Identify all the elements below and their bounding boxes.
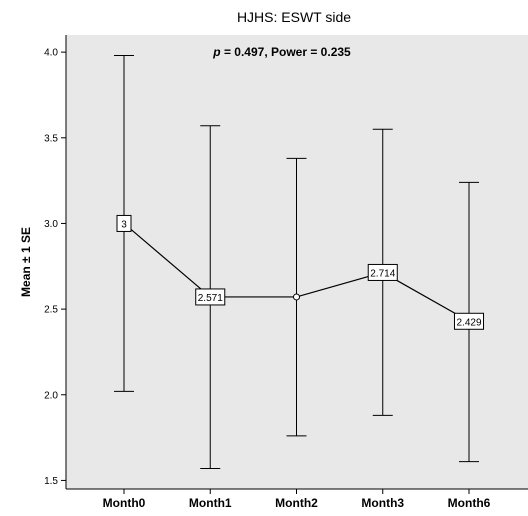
data-point <box>293 293 300 301</box>
data-label-box <box>116 214 132 232</box>
data-label-box <box>195 288 226 306</box>
x-tick-label: Month0 <box>103 496 146 510</box>
y-tick-label: 4.0 <box>44 48 58 59</box>
data-label: 2.714 <box>367 263 398 281</box>
y-axis-label: Mean ± 1 SE <box>19 227 33 297</box>
axes: 1.5 2.0 2.5 3.0 3.5 4.0 Month0 Month1 Month2 Mont… <box>44 35 528 510</box>
p-symbol: p <box>212 45 220 59</box>
x-tick-label: Month6 <box>448 496 491 510</box>
data-label-text: 2.429 <box>456 317 481 328</box>
chart-title: HJHS: ESWT side <box>237 9 351 25</box>
y-tick-label: 1.5 <box>44 476 58 487</box>
data-label: 2.429 <box>453 312 485 330</box>
annotation-values: = 0.497, Power = 0.235 <box>221 45 351 59</box>
data-label-text: 3 <box>121 219 127 230</box>
x-tick-label: Month1 <box>189 496 232 510</box>
x-tick-label: Month2 <box>275 496 318 510</box>
data-label: 2.571 <box>195 288 226 306</box>
y-tick-label: 2.5 <box>44 305 58 316</box>
y-tick-label: 3.0 <box>44 219 58 230</box>
series: 3 2.571 2.714 2.429 <box>114 55 485 469</box>
data-label-box <box>367 263 398 281</box>
data-label-text: 2.714 <box>370 268 395 279</box>
data-label-box <box>453 312 485 330</box>
data-label: 3 <box>116 214 132 232</box>
y-tick-label: 2.0 <box>44 390 58 401</box>
data-label-text: 2.571 <box>198 293 223 304</box>
stats-annotation: p = 0.497, Power = 0.235 <box>212 45 351 59</box>
x-tick-label: Month3 <box>361 496 404 510</box>
y-tick-label: 3.5 <box>44 133 58 144</box>
